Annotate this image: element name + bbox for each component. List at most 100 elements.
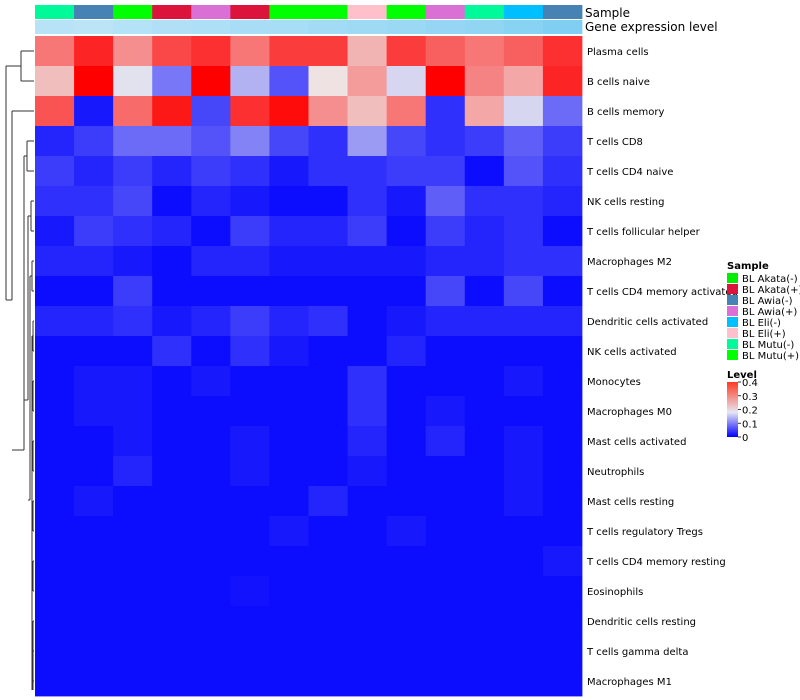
heatmap-cell xyxy=(269,456,309,487)
heatmap-cell xyxy=(269,606,309,637)
heatmap-cell xyxy=(386,606,427,637)
heatmap-cell xyxy=(347,186,388,217)
sample-legend: BL Akata(-)BL Akata(+)BL Awia(-)BL Awia(… xyxy=(727,273,800,362)
heatmap-cell xyxy=(113,396,153,427)
heatmap-cell xyxy=(347,36,388,67)
sample-annotation-cell xyxy=(269,5,309,19)
level-ticks: 0.4 0.3 0.2 0.1 0 xyxy=(738,378,758,444)
sample-legend-title: Sample xyxy=(727,261,769,272)
heatmap-cell xyxy=(35,456,75,487)
expression-level-cell xyxy=(191,20,231,34)
heatmap-cell xyxy=(542,396,583,427)
heatmap-cell xyxy=(425,96,466,127)
heatmap-cell xyxy=(113,516,153,547)
level-tick-label: 0.2 xyxy=(742,406,758,417)
heatmap-cell xyxy=(230,276,270,307)
expression-level-cell xyxy=(347,20,388,34)
row-label: T cells CD8 xyxy=(586,137,643,148)
heatmap-cell xyxy=(74,36,114,67)
sample-annotation-cell xyxy=(503,5,544,19)
expression-level-cell xyxy=(113,20,153,34)
heatmap-cell xyxy=(542,366,583,397)
heatmap-cell xyxy=(191,216,231,247)
heatmap-cell xyxy=(308,186,348,217)
heatmap-cell xyxy=(347,366,388,397)
heatmap-cell xyxy=(542,636,583,667)
heatmap-cell xyxy=(464,336,505,367)
heatmap-cell xyxy=(230,66,270,97)
heatmap-cell xyxy=(191,606,231,637)
heatmap-cell xyxy=(542,36,583,67)
heatmap-cell xyxy=(347,276,388,307)
heatmap-cell xyxy=(269,366,309,397)
heatmap-cell xyxy=(347,216,388,247)
expression-level-cell xyxy=(425,20,466,34)
heatmap-cell xyxy=(113,486,153,517)
heatmap-cell xyxy=(425,126,466,157)
heatmap-cell xyxy=(35,396,75,427)
heatmap-cell xyxy=(230,576,270,607)
heatmap-cell xyxy=(464,126,505,157)
heatmap-cell xyxy=(425,576,466,607)
heatmap-cell xyxy=(152,186,192,217)
heatmap-cell xyxy=(425,186,466,217)
heatmap-cell xyxy=(464,96,505,127)
heatmap-cell xyxy=(74,636,114,667)
heatmap-cell xyxy=(230,546,270,577)
heatmap-cell xyxy=(74,216,114,247)
heatmap-cell xyxy=(191,666,231,697)
heatmap-cell xyxy=(308,126,348,157)
heatmap-cell xyxy=(74,66,114,97)
heatmap-cell xyxy=(503,576,544,607)
heatmap-cell xyxy=(35,216,75,247)
heatmap-cell xyxy=(425,66,466,97)
level-color-bar xyxy=(727,382,738,437)
heatmap-cell xyxy=(425,426,466,457)
heatmap-cell xyxy=(269,546,309,577)
sample-legend-label: BL Awia(+) xyxy=(742,307,797,318)
heatmap-cell xyxy=(35,636,75,667)
heatmap-cell xyxy=(230,186,270,217)
heatmap-cell xyxy=(464,396,505,427)
heatmap-cell xyxy=(425,306,466,337)
heatmap-cell xyxy=(152,516,192,547)
level-tick-label: 0.4 xyxy=(742,378,758,389)
heatmap-cell xyxy=(308,366,348,397)
heatmap-cell xyxy=(152,366,192,397)
annotation-label-expression: Gene expression level xyxy=(585,20,718,34)
heatmap-cell xyxy=(191,336,231,367)
heatmap-cell xyxy=(308,96,348,127)
heatmap-cell xyxy=(113,36,153,67)
heatmap-cell xyxy=(464,276,505,307)
heatmap-cell xyxy=(464,36,505,67)
sample-legend-label: BL Mutu(-) xyxy=(742,340,794,351)
heatmap-cell xyxy=(35,336,75,367)
heatmap-cell xyxy=(386,516,427,547)
heatmap-cell xyxy=(347,426,388,457)
sample-annotation-cell xyxy=(425,5,466,19)
heatmap-cell xyxy=(152,546,192,577)
row-label: Macrophages M1 xyxy=(587,677,672,688)
heatmap-cell xyxy=(503,516,544,547)
level-tick-label: 0 xyxy=(742,433,748,444)
heatmap-cell xyxy=(152,666,192,697)
heatmap-cell xyxy=(503,396,544,427)
heatmap-cell xyxy=(503,156,544,187)
heatmap-cell xyxy=(308,306,348,337)
heatmap-cell xyxy=(74,426,114,457)
heatmap-cell xyxy=(269,636,309,667)
heatmap-cell xyxy=(152,426,192,457)
heatmap-cell xyxy=(35,576,75,607)
heatmap-cell xyxy=(230,516,270,547)
heatmap-cell xyxy=(152,126,192,157)
heatmap-cell xyxy=(347,336,388,367)
heatmap-cell xyxy=(386,246,427,277)
heatmap-cell xyxy=(113,546,153,577)
heatmap-cell xyxy=(230,636,270,667)
heatmap-cell xyxy=(230,216,270,247)
heatmap-cell xyxy=(230,456,270,487)
heatmap-cell xyxy=(113,426,153,457)
heatmap-cell xyxy=(230,36,270,67)
heatmap-cell xyxy=(347,516,388,547)
heatmap-cell xyxy=(503,216,544,247)
